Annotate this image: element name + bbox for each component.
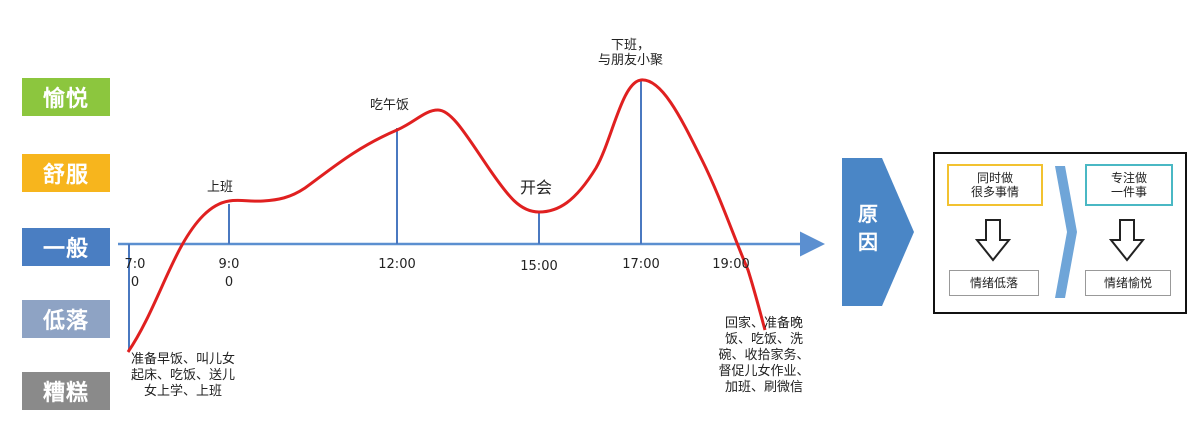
tick-19: 19:00 <box>712 257 750 272</box>
mood-label-joyful: 愉悦 <box>22 78 110 116</box>
label-meeting: 开会 <box>520 178 553 197</box>
reason-arrow-shape <box>842 158 914 306</box>
tick-12: 12:00 <box>378 257 416 272</box>
box-low-mood: 情绪低落 <box>949 270 1039 296</box>
down-arrow-icon <box>975 219 1011 262</box>
box-multitask: 同时做 很多事情 <box>947 164 1043 206</box>
tick-7: 7:0 0 <box>124 257 146 290</box>
label-lunch: 吃午饭 <box>370 98 410 113</box>
mood-label-low: 低落 <box>22 300 110 338</box>
mood-label-comfortable: 舒服 <box>22 154 110 192</box>
mood-label-normal: 一般 <box>22 228 110 266</box>
comparison-panel: 同时做 很多事情 专注做 一件事 情绪低落 情绪愉悦 <box>933 152 1187 314</box>
morning-note: 准备早饭、叫儿女 起床、吃饭、送儿 女上学、上班 <box>130 352 235 399</box>
box-focus: 专注做 一件事 <box>1085 164 1173 206</box>
mood-curve-line <box>126 78 767 353</box>
down-arrow-icon <box>1109 219 1145 262</box>
label-off-work: 下班， 与朋友小聚 <box>598 38 664 68</box>
tick-15: 15:00 <box>520 259 558 274</box>
evening-note: 回家、准备晚 饭、吃饭、洗 碗、收拾家务、 督促儿女作业、 加班、刷微信 <box>718 316 810 395</box>
reason-label: 原 因 <box>858 202 878 254</box>
box-joyful-mood: 情绪愉悦 <box>1085 270 1171 296</box>
mood-label-terrible: 糟糕 <box>22 372 110 410</box>
chevron-right-icon <box>1055 166 1077 298</box>
mood-curve-chart <box>118 78 825 353</box>
label-work: 上班 <box>207 180 234 195</box>
tick-17: 17:00 <box>622 257 660 272</box>
tick-9: 9:0 0 <box>218 257 240 290</box>
